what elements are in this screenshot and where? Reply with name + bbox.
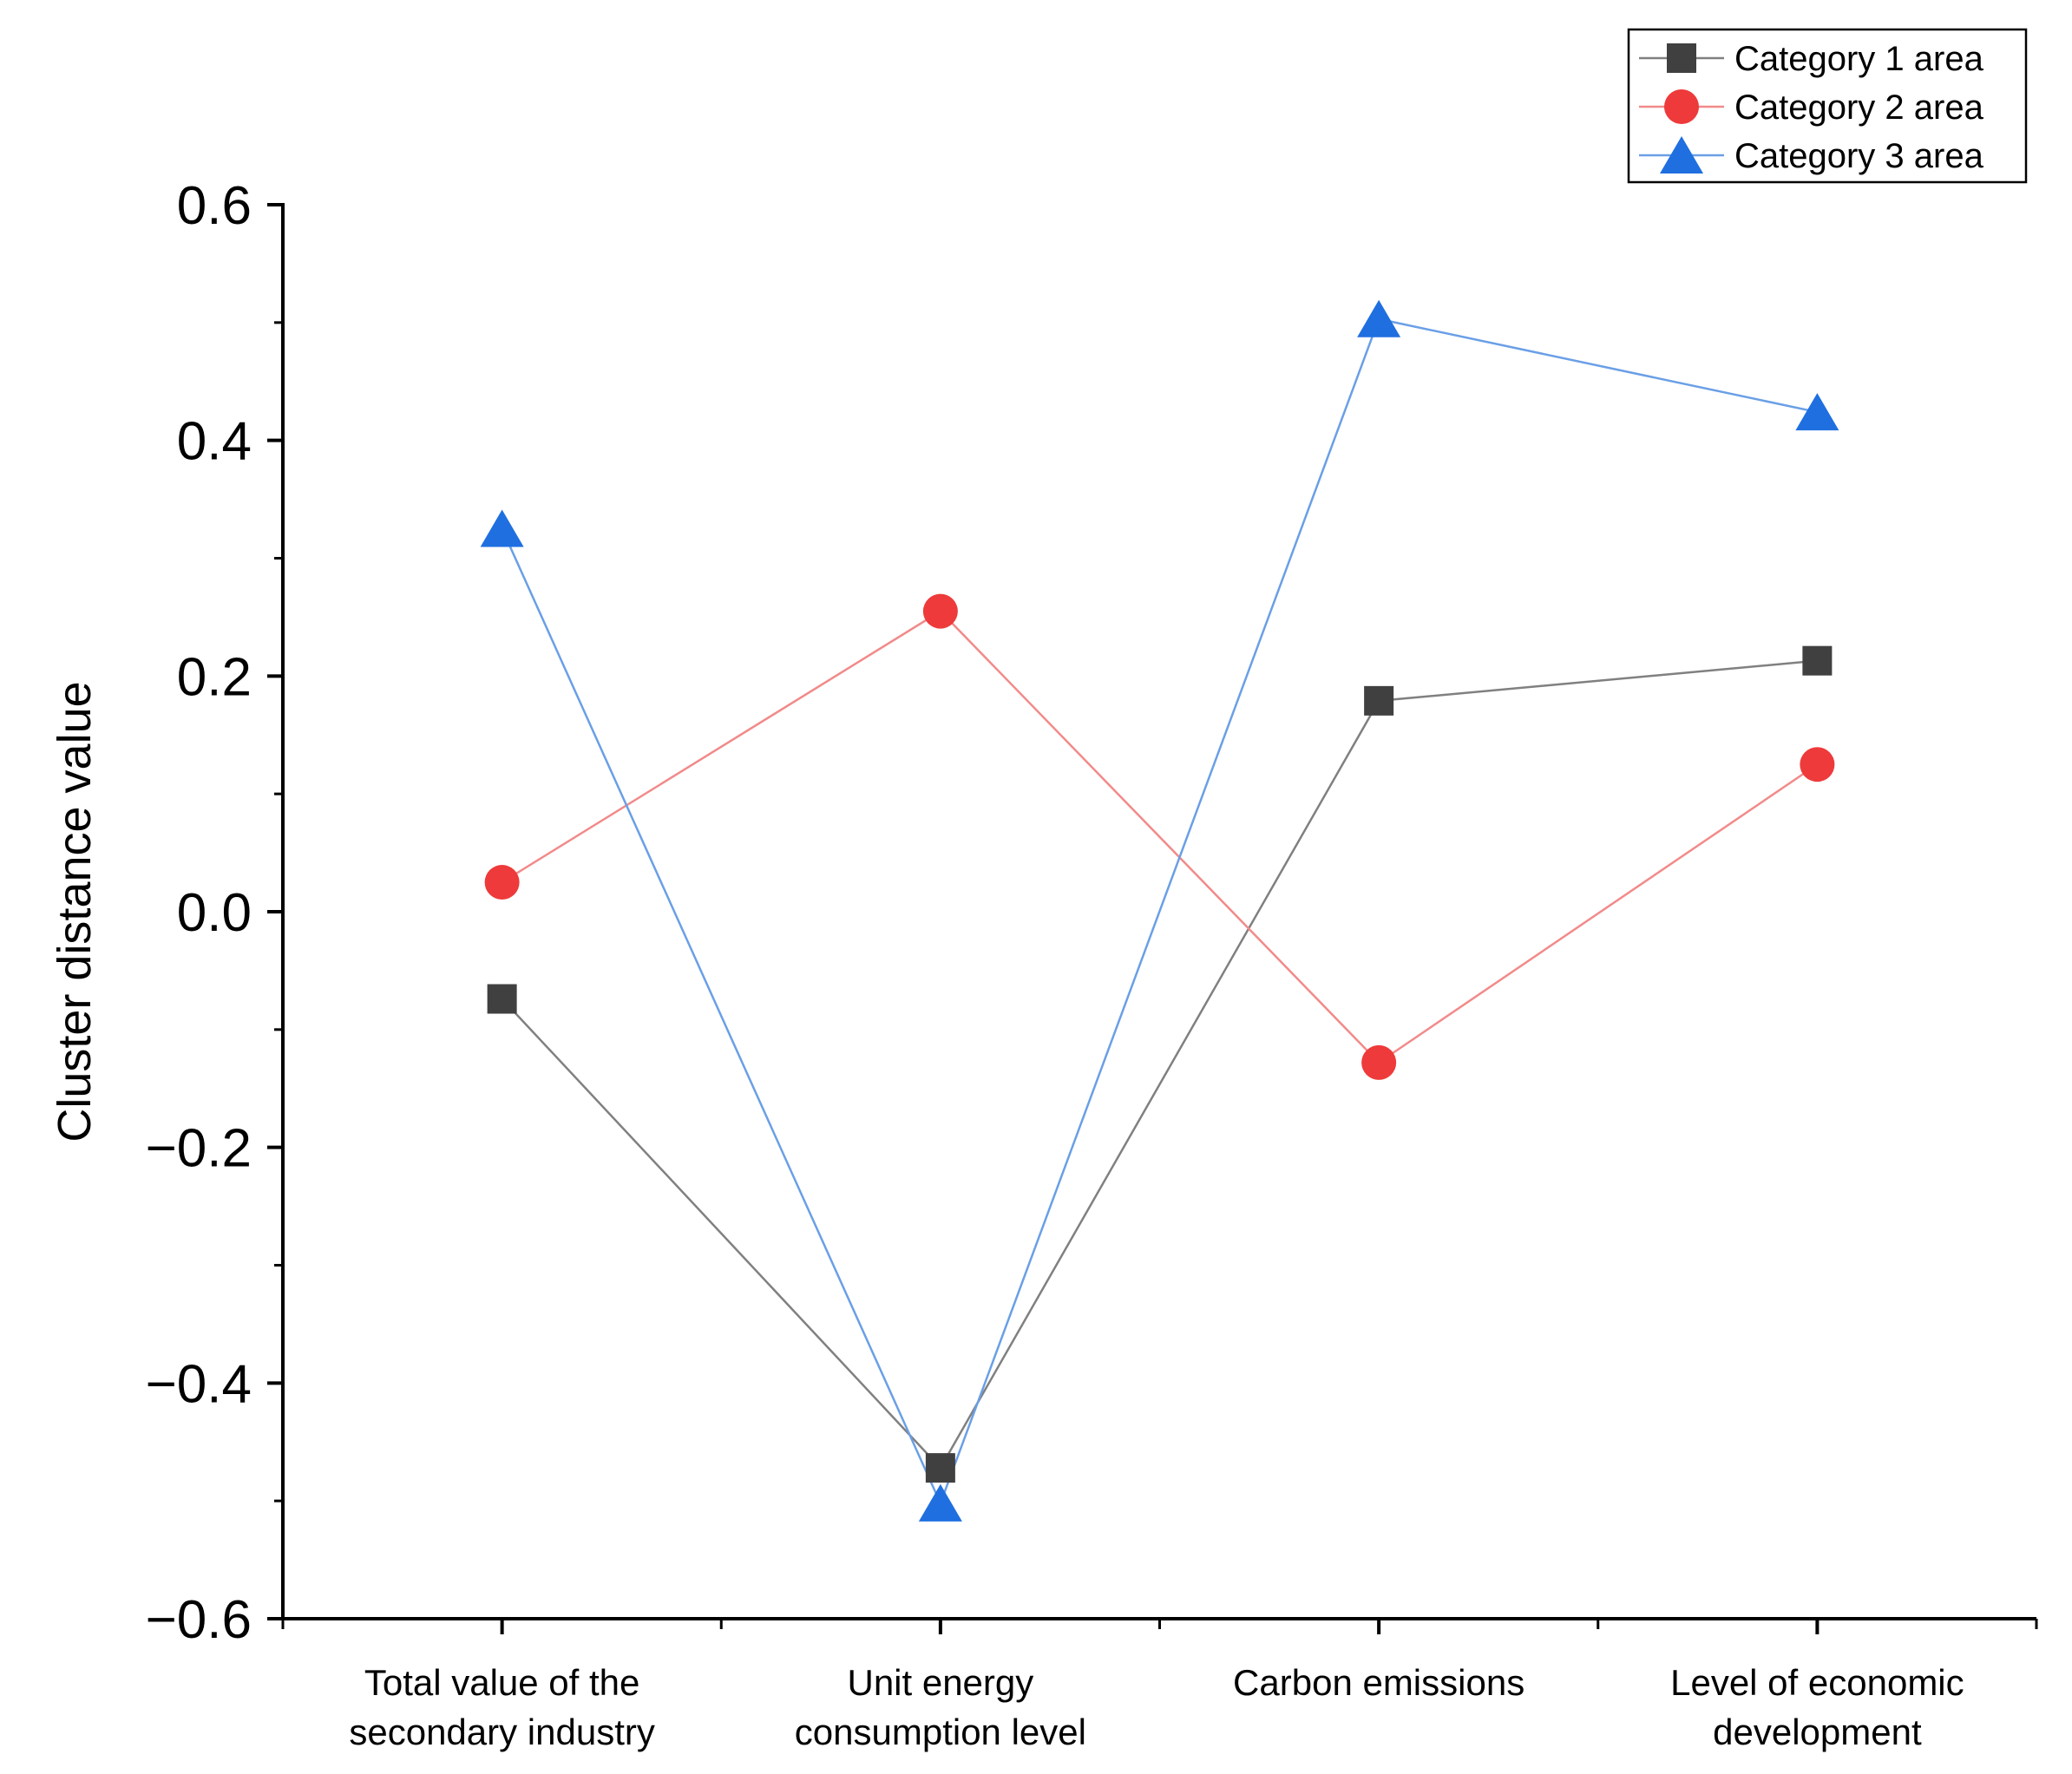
y-tick-label: 0.4 [177, 412, 252, 472]
series-line-3 [501, 317, 1818, 1507]
series-line-1 [501, 659, 1818, 1470]
series-line-2 [501, 610, 1819, 1064]
data-point-series-2 [922, 593, 958, 629]
x-tick-label: Total value of the [364, 1662, 640, 1703]
x-tick-label: Unit energy [847, 1662, 1033, 1703]
legend-label-1: Category 1 area [1734, 40, 1984, 78]
data-point-series-1 [1802, 645, 1833, 676]
legend-label-3: Category 3 area [1734, 137, 1984, 175]
x-tick-label: development [1713, 1712, 1922, 1752]
legend-marker-2 [1664, 89, 1699, 124]
legend: Category 1 area Category 2 area Category 3… [1627, 28, 2028, 184]
x-tick-label: secondary industry [349, 1712, 655, 1752]
legend-marker-3 [1660, 136, 1703, 173]
data-point-series-3 [480, 509, 524, 547]
data-point-series-2 [1800, 747, 1835, 782]
series-layer [480, 299, 1839, 1522]
x-tick-label: Level of economic [1670, 1662, 1964, 1703]
x-tick-label: consumption level [795, 1712, 1086, 1752]
y-tick-label: 0.0 [177, 883, 252, 943]
data-point-series-3 [1795, 393, 1839, 431]
x-tick-label: Carbon emissions [1233, 1662, 1524, 1703]
legend-marker-1 [1667, 43, 1696, 73]
y-tick-label: 0.2 [177, 647, 252, 707]
data-point-series-3 [1357, 299, 1401, 337]
y-tick-label: −0.6 [146, 1590, 252, 1650]
data-point-series-1 [1364, 685, 1394, 716]
legend-label-2: Category 2 area [1734, 88, 1984, 127]
y-tick-label: −0.4 [146, 1354, 252, 1414]
data-point-series-1 [925, 1453, 955, 1483]
data-point-series-1 [487, 984, 517, 1014]
y-axis-title: Cluster distance value [49, 681, 101, 1142]
y-tick-label: 0.6 [177, 176, 252, 236]
data-point-series-2 [1361, 1044, 1397, 1080]
y-tick-label: −0.2 [146, 1119, 252, 1179]
axes: −0.6 −0.4 −0.2 0.0 0.2 0.4 0.6 Cluster distance… [49, 176, 2038, 1752]
data-point-series-3 [918, 1483, 962, 1522]
data-point-series-2 [484, 865, 520, 900]
